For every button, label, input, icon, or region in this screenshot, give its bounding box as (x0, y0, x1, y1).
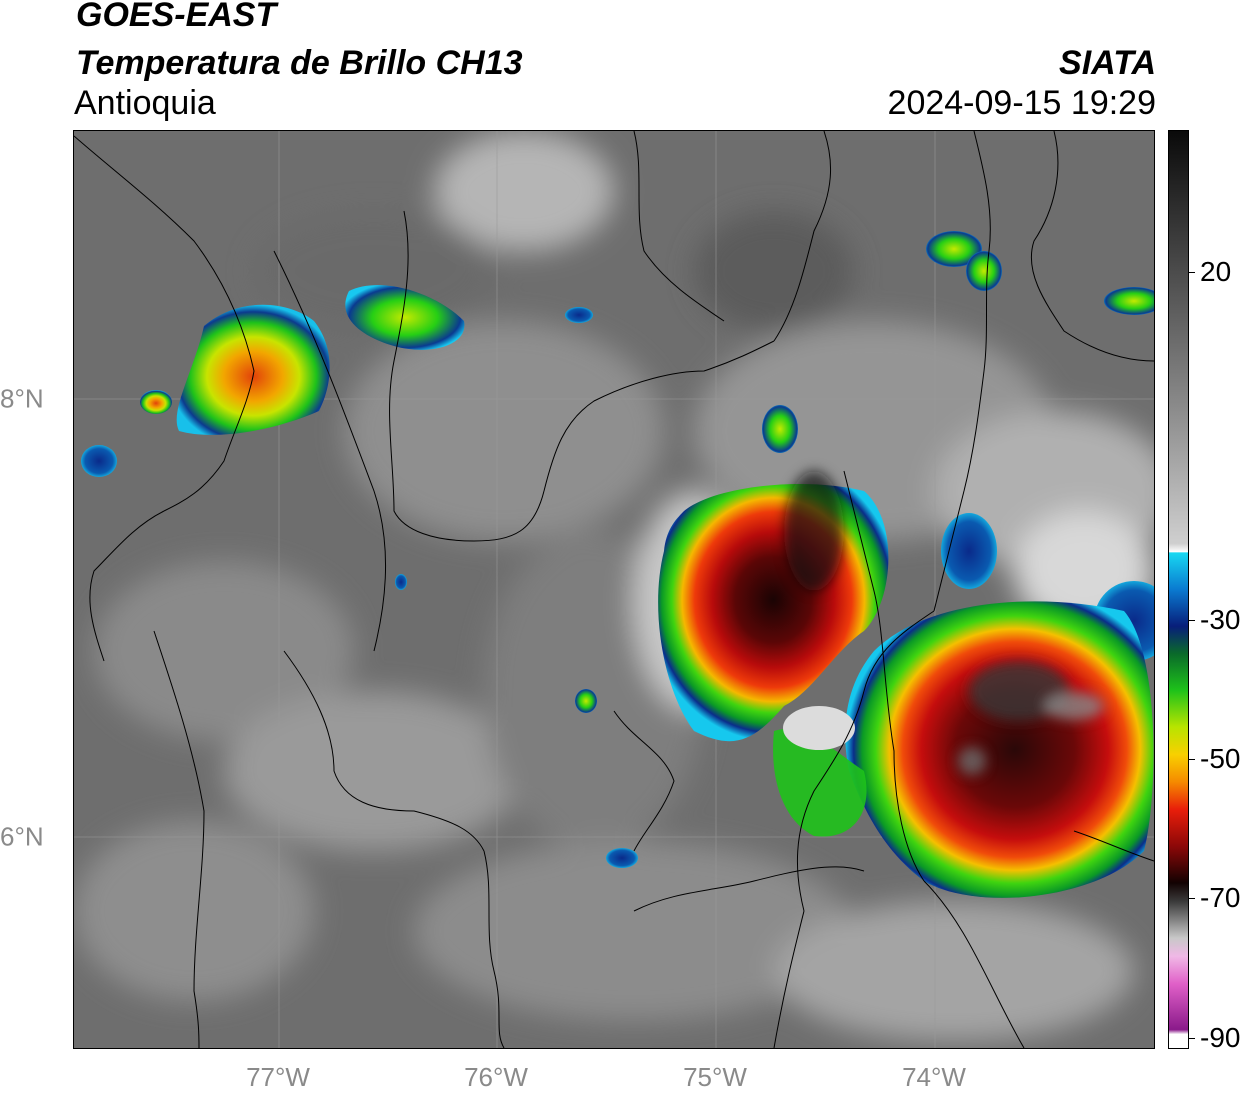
x-tick-label: 75°W (683, 1062, 747, 1092)
x-tick-label: 76°W (464, 1062, 528, 1092)
colorbar-tick (1189, 759, 1195, 760)
map-image (74, 131, 1154, 1048)
x-tick-label: 77°W (246, 1062, 310, 1092)
x-tick-label: 74°W (902, 1062, 966, 1092)
organization-label: SIATA (1059, 44, 1156, 82)
colorbar-label: -70 (1200, 882, 1241, 913)
admin-boundaries (74, 131, 1154, 1048)
convective-clouds (81, 231, 1154, 898)
region-label: Antioquia (74, 84, 216, 122)
colorbar-label: -90 (1200, 1022, 1241, 1053)
satellite-map (73, 130, 1155, 1049)
timestamp-label: 2024-09-15 19:29 (887, 84, 1156, 122)
colorbar-label: -30 (1200, 604, 1241, 635)
product-title: Temperatura de Brillo CH13 (76, 44, 523, 82)
colorbar-tick (1189, 898, 1195, 899)
colorbar-label: 20 (1200, 256, 1232, 287)
y-tick-label: 6°N (0, 821, 44, 852)
satellite-title: GOES-EAST (76, 0, 277, 34)
temperature-colorbar (1168, 130, 1189, 1049)
colorbar-tick (1189, 620, 1195, 621)
colorbar-label: -50 (1200, 743, 1241, 774)
colorbar-tick (1189, 1038, 1195, 1039)
y-tick-label: 8°N (0, 383, 44, 414)
colorbar-tick (1189, 272, 1195, 273)
